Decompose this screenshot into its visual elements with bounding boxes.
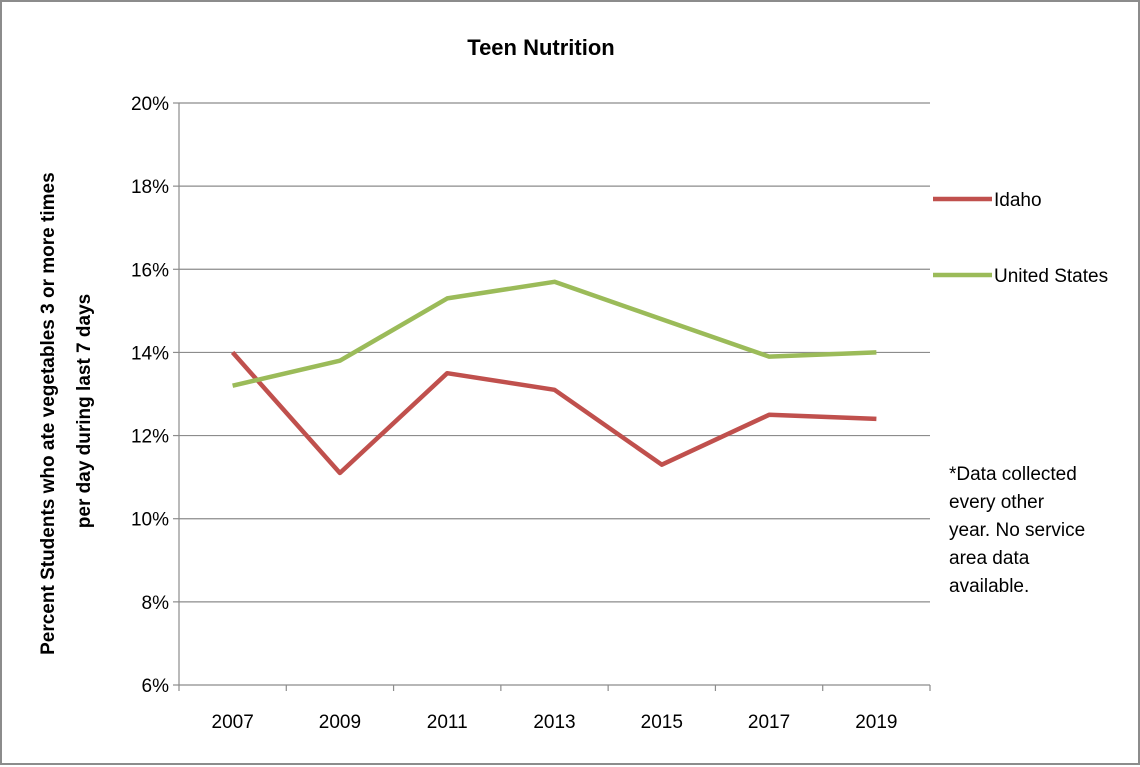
- x-tick-label: 2019: [855, 712, 897, 733]
- y-tick-label: 18%: [131, 177, 169, 198]
- x-tick-label: 2015: [641, 712, 683, 733]
- y-axis-label-line-2: per day during last 7 days: [74, 294, 95, 528]
- legend: Idaho United States: [933, 190, 1108, 287]
- data-note-line-4: area data: [949, 548, 1030, 569]
- series-line-idaho: [230, 350, 877, 476]
- y-axis-label-line-1: Percent Students who ate vegetables 3 or…: [38, 172, 59, 655]
- y-tick-label: 10%: [131, 510, 169, 531]
- legend-label: Idaho: [994, 190, 1042, 211]
- data-note-line-2: every other: [949, 492, 1045, 513]
- chart-title: Teen Nutrition: [467, 35, 614, 60]
- x-tick-label: 2007: [212, 712, 254, 733]
- y-tick-label: 6%: [142, 676, 170, 697]
- data-note-line-3: year. No service: [949, 520, 1085, 541]
- y-tick-label: 16%: [131, 260, 169, 281]
- gridlines: [173, 102, 930, 686]
- series-line-united-states: [232, 279, 877, 388]
- y-tick-label: 14%: [131, 343, 169, 364]
- y-axis-tick-labels: 6% 8% 10% 12% 14% 16% 18% 20%: [131, 94, 169, 697]
- data-note: *Data collected every other year. No ser…: [949, 464, 1091, 597]
- series-lines: [230, 279, 877, 476]
- y-axis-label: Percent Students who ate vegetables 3 or…: [38, 167, 95, 655]
- x-axis-tick-labels: 2007 2009 2011 2013 2015 2017 2019: [178, 685, 931, 733]
- y-tick-label: 12%: [131, 427, 169, 448]
- x-tick-label: 2013: [533, 712, 575, 733]
- x-tick-label: 2017: [748, 712, 790, 733]
- x-tick-label: 2009: [319, 712, 361, 733]
- y-tick-label: 20%: [131, 94, 169, 115]
- y-tick-label: 8%: [142, 593, 170, 614]
- x-tick-label: 2011: [427, 712, 468, 733]
- data-note-line-1: *Data collected: [949, 464, 1077, 485]
- legend-label: United States: [994, 266, 1108, 287]
- data-note-line-5: available.: [949, 576, 1029, 597]
